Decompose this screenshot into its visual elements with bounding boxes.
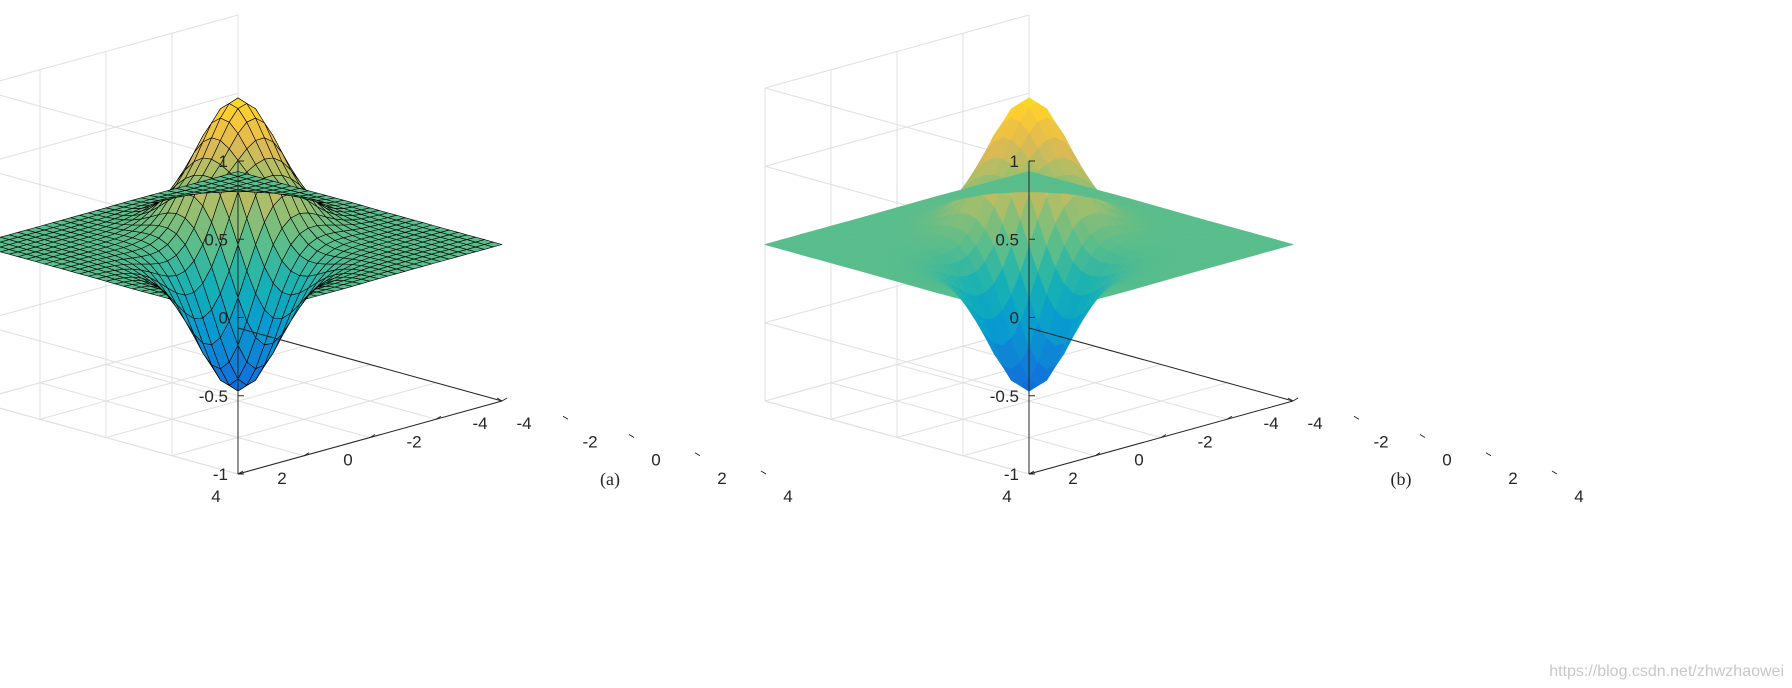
y-tick-label: -2 <box>406 432 421 451</box>
watermark: https://blog.csdn.net/zhwzhaowei <box>1549 663 1784 680</box>
surface-plot-a: -1 -0.5 0 0.5 1 4 2 0 -2 -4 -4 -2 0 2 4 (a) <box>0 14 793 506</box>
z-tick-label: 0 <box>219 309 228 328</box>
y-tick-label: 4 <box>1002 487 1011 506</box>
y-tick-label: -2 <box>1197 432 1212 451</box>
y-tick-label: 2 <box>277 469 286 488</box>
x-tick <box>760 470 767 475</box>
surface-mesh <box>0 97 503 392</box>
grid-line <box>171 382 437 457</box>
x-tick-label: 2 <box>1508 469 1517 488</box>
grid-line <box>0 14 239 82</box>
y-tick <box>1160 434 1167 438</box>
y-tick <box>1028 470 1035 475</box>
x-tick <box>562 415 569 420</box>
surface-mesh <box>764 97 1294 392</box>
x-axis-line <box>237 327 503 402</box>
grid-line <box>764 400 1030 475</box>
y-tick-label: -4 <box>472 414 487 433</box>
grid-line <box>764 327 1030 402</box>
x-tick-label: -4 <box>516 414 531 433</box>
z-tick-label: -0.5 <box>199 387 228 406</box>
x-axis-line <box>1028 327 1294 402</box>
x-tick <box>694 452 701 457</box>
y-tick-label: -4 <box>1263 414 1278 433</box>
x-tick-label: 4 <box>1574 487 1583 506</box>
x-tick <box>1485 452 1492 457</box>
y-tick <box>1094 452 1101 457</box>
x-tick <box>1353 415 1360 420</box>
x-tick-label: 0 <box>1442 451 1451 470</box>
y-tick <box>237 470 244 475</box>
y-tick-label: 0 <box>343 451 352 470</box>
z-tick-label: 0.5 <box>204 230 228 249</box>
x-tick-label: 0 <box>651 451 660 470</box>
y-tick-label: 4 <box>211 487 220 506</box>
grid-line <box>0 92 239 160</box>
grid-line <box>764 14 1030 89</box>
y-tick <box>1292 397 1299 402</box>
grid-line <box>0 407 239 475</box>
y-tick <box>369 434 376 438</box>
subfigure-caption: (a) <box>600 469 620 490</box>
x-tick-label: -2 <box>582 432 597 451</box>
x-tick-label: -2 <box>1373 432 1388 451</box>
x-tick-label: 4 <box>783 487 792 506</box>
z-tick-label: 0.5 <box>995 230 1019 249</box>
z-tick-label: -1 <box>213 465 228 484</box>
z-tick-label: 1 <box>1010 152 1019 171</box>
grid-line <box>962 382 1228 457</box>
axes: -1 -0.5 0 0.5 1 4 2 0 -2 -4 -4 -2 0 2 4 <box>199 152 793 506</box>
x-tick <box>1551 470 1558 475</box>
x-tick-label: 2 <box>717 469 726 488</box>
x-tick <box>1419 434 1426 438</box>
z-tick-label: -0.5 <box>990 387 1019 406</box>
axes: -1 -0.5 0 0.5 1 4 2 0 -2 -4 -4 -2 0 2 4 <box>990 152 1584 506</box>
grid-line <box>764 92 1030 167</box>
y-tick <box>435 415 442 420</box>
z-tick-label: 1 <box>219 152 228 171</box>
surface-plot-b: -1 -0.5 0 0.5 1 4 2 0 -2 -4 -4 -2 0 2 4 (b) <box>764 14 1584 506</box>
z-tick-label: -1 <box>1004 465 1019 484</box>
subfigure-caption: (b) <box>1391 469 1412 490</box>
grid-line <box>0 327 239 395</box>
grid-line <box>0 407 239 475</box>
y-tick <box>303 452 310 457</box>
x-tick <box>1287 397 1294 402</box>
y-tick <box>1226 415 1233 420</box>
z-tick-label: 0 <box>1010 309 1019 328</box>
y-tick-label: 0 <box>1134 451 1143 470</box>
x-tick-label: -4 <box>1307 414 1322 433</box>
x-tick <box>496 397 503 402</box>
x-tick <box>628 434 635 438</box>
y-tick <box>501 397 508 402</box>
y-tick-label: 2 <box>1068 469 1077 488</box>
